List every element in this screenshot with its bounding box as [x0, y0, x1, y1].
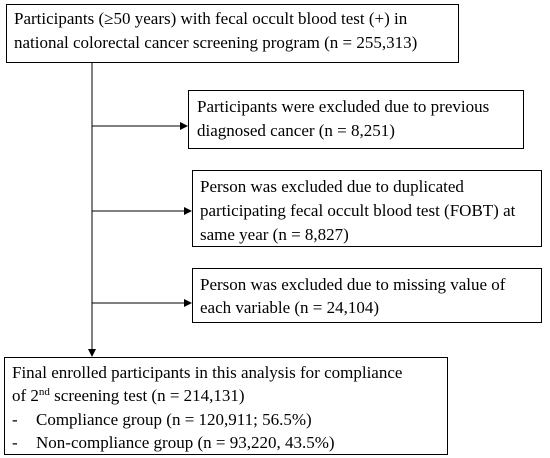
top-box: [6, 4, 459, 63]
exclusion-box: [188, 90, 524, 149]
box-text: Person was excluded due to duplicated: [200, 177, 464, 196]
box-text: Participants (≥50 years) with fecal occu…: [14, 9, 408, 28]
box-text: Compliance group (n = 120,911; 56.5%): [36, 410, 312, 429]
box-text: Person was excluded due to missing value…: [200, 275, 506, 294]
bullet: -: [12, 410, 18, 429]
box-text: same year (n = 8,827): [200, 225, 349, 244]
bullet: -: [12, 433, 18, 452]
box-text: each variable (n = 24,104): [200, 298, 379, 317]
box-text: participating fecal occult blood test (F…: [200, 201, 516, 220]
box-text: diagnosed cancer (n = 8,251): [197, 121, 395, 140]
box-text: national colorectal cancer screening pro…: [14, 33, 417, 52]
box-text: Non-compliance group (n = 93,220, 43.5%): [36, 433, 335, 452]
text-part: of 2: [12, 386, 39, 405]
superscript: nd: [39, 386, 51, 398]
exclusion-box: [192, 268, 542, 323]
final-box: [4, 357, 448, 455]
box-text: Final enrolled participants in this anal…: [12, 363, 402, 382]
text-part: screening test (n = 214,131): [50, 386, 245, 405]
box-text: Participants were excluded due to previo…: [197, 97, 489, 116]
box-text: of 2nd screening test (n = 214,131): [12, 386, 245, 405]
exclusion-box: [192, 170, 542, 247]
